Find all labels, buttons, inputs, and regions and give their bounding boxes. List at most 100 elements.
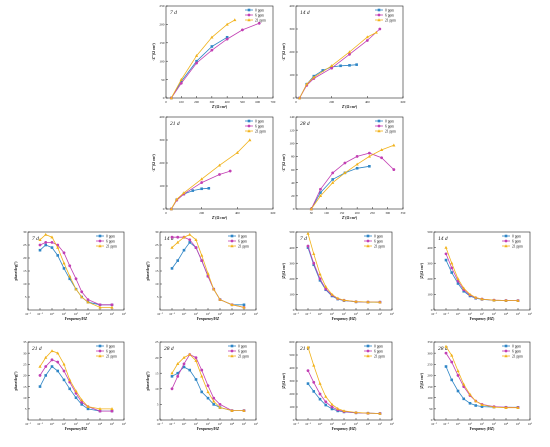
data-point [206, 390, 210, 394]
y-tick-label: 200 [289, 50, 294, 54]
data-point [50, 241, 54, 244]
data-point [450, 266, 454, 270]
data-point [56, 254, 60, 257]
data-point [342, 298, 346, 302]
y-tick-label: 15 [23, 385, 27, 389]
data-point [516, 298, 520, 302]
chart-mod_21d: 10⁻² 10⁻¹ 10⁰ 10¹ 10² 10³ 10⁴ 10⁵ 10⁶ 0 100 200 300 4… [282, 340, 394, 431]
data-point [206, 384, 210, 388]
y-tick-label: 300 [159, 138, 164, 142]
data-point [343, 171, 347, 175]
legend-marker [247, 13, 251, 17]
data-point [110, 303, 114, 307]
data-point [56, 245, 60, 249]
legend-label: 21 ppm [106, 244, 117, 248]
data-point [312, 363, 316, 367]
x-tick-label: 10⁻¹ [169, 312, 175, 316]
y-axis-label: |Z|(Ω cm²) [282, 262, 286, 279]
data-point [218, 297, 222, 301]
x-tick-label: 10² [206, 312, 210, 316]
data-point [194, 356, 198, 359]
x-tick-label: 10⁴ [366, 312, 371, 316]
series-line-21-ppm [307, 233, 381, 303]
x-tick-label: 10⁴ [504, 312, 509, 316]
data-point [176, 362, 180, 366]
legend-label: 0 ppm [385, 8, 394, 12]
x-axis-label: Z'(Ω cm²) [342, 216, 358, 220]
y-tick-label: 350 [427, 340, 432, 344]
data-point [170, 235, 174, 239]
y-tick-label: 25 [155, 243, 159, 247]
data-point [378, 411, 382, 415]
y-tick-label: 80 [291, 155, 295, 159]
y-tick-label: 400 [289, 366, 294, 370]
legend-marker [98, 244, 102, 248]
x-tick-label: 150 [339, 211, 344, 215]
chart-phase_14d: 10⁻² 10⁻¹ 10⁰ 10¹ 10² 10³ 10⁴ 10⁵ 10⁶ 5 10 15 20 25 30… [146, 230, 258, 321]
chart-nyq_7d: 0 100 200 300 400 500 600 700 0 50 100 150 200 250 Z'(… [152, 4, 276, 109]
x-tick-label: 0 [295, 100, 297, 104]
data-point [38, 238, 42, 241]
legend-marker [504, 349, 508, 353]
y-tick-label: 10 [23, 396, 27, 400]
x-tick-label: 300 [209, 100, 214, 104]
x-tick-label: 10⁴ [366, 422, 371, 426]
data-point [318, 397, 322, 401]
data-point [312, 263, 316, 267]
x-tick-label: 10¹ [62, 422, 66, 426]
data-point [367, 151, 371, 155]
x-tick-label: 10⁵ [378, 422, 382, 426]
data-point [312, 380, 316, 384]
data-point [169, 96, 173, 100]
legend-marker [98, 234, 102, 238]
x-tick-label: 10¹ [330, 422, 334, 426]
legend-marker [366, 244, 370, 248]
data-point [44, 232, 48, 236]
data-point [200, 368, 204, 372]
x-tick-label: 250 [370, 211, 375, 215]
legend-marker [366, 234, 370, 238]
legend-marker [230, 234, 234, 238]
data-point [68, 277, 72, 281]
data-point [62, 362, 66, 366]
data-point [225, 22, 229, 26]
data-point [195, 61, 198, 65]
y-tick-label: 200 [289, 277, 294, 281]
data-point [44, 355, 48, 359]
data-point [367, 154, 371, 158]
y-tick-label: 200 [289, 392, 294, 396]
y-tick-label: 500 [289, 353, 294, 357]
data-point [474, 399, 478, 403]
data-point [336, 296, 340, 300]
x-tick-label: 10⁰ [456, 422, 461, 426]
data-point [86, 298, 90, 301]
data-point [319, 191, 322, 194]
legend-marker [98, 239, 102, 243]
y-tick-label: 100 [159, 59, 164, 63]
data-point [98, 409, 102, 413]
y-tick-label: 100 [289, 141, 294, 145]
plot-frame [295, 116, 404, 210]
legend-marker [377, 129, 381, 133]
data-point [456, 369, 460, 373]
y-axis-label: phase/deg(°) [14, 261, 18, 281]
data-point [74, 277, 78, 281]
legend-marker [247, 124, 251, 128]
data-point [68, 378, 72, 382]
data-point [80, 295, 84, 299]
data-point [354, 410, 358, 414]
legend-marker [247, 129, 251, 133]
legend-label: 0 ppm [512, 344, 521, 348]
y-tick-label: 0 [293, 207, 295, 211]
data-point [110, 305, 114, 309]
data-point [218, 173, 221, 176]
data-point [62, 267, 66, 270]
x-tick-label: 10⁰ [182, 312, 187, 316]
legend-label: 0 ppm [106, 344, 115, 348]
data-point [348, 52, 351, 56]
data-point [318, 279, 322, 282]
data-point [380, 148, 384, 152]
data-point [492, 405, 496, 409]
data-point [444, 258, 448, 262]
